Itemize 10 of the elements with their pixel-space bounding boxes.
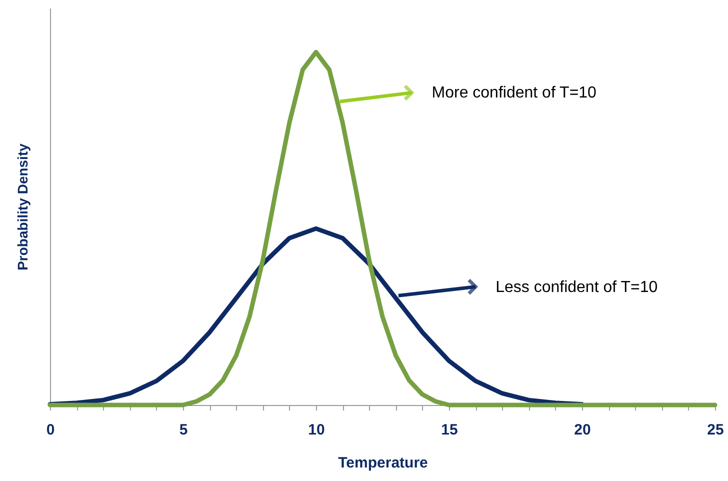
x-tick-label: 5 bbox=[179, 422, 188, 438]
x-tick-label: 25 bbox=[707, 422, 724, 438]
x-tick-label: 20 bbox=[574, 422, 591, 438]
x-tick-label: 10 bbox=[308, 422, 325, 438]
y-axis-title: Probability Density bbox=[14, 143, 30, 270]
x-tick-label: 15 bbox=[441, 422, 458, 438]
x-axis-title: Temperature bbox=[338, 454, 428, 472]
x-tick-label: 0 bbox=[46, 422, 55, 438]
annotation: Less confident of T=10 bbox=[496, 278, 658, 296]
annotation: More confident of T=10 bbox=[432, 84, 597, 102]
